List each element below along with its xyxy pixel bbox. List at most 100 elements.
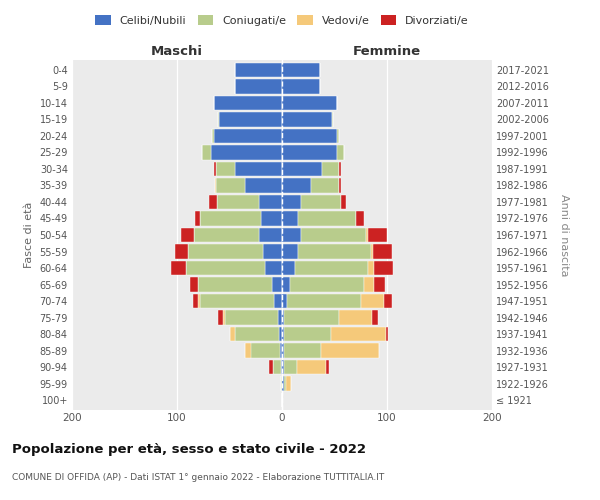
- Bar: [235, 327, 279, 342]
- Bar: [282, 244, 298, 259]
- Bar: [198, 294, 200, 308]
- Bar: [193, 294, 198, 308]
- Bar: [368, 228, 387, 242]
- Bar: [195, 211, 200, 226]
- Bar: [202, 145, 211, 160]
- Bar: [280, 344, 282, 358]
- Bar: [282, 211, 298, 226]
- Bar: [187, 261, 265, 276]
- Bar: [235, 162, 282, 176]
- Bar: [200, 211, 261, 226]
- Bar: [259, 194, 282, 209]
- Bar: [298, 244, 371, 259]
- Bar: [341, 194, 346, 209]
- Bar: [368, 261, 374, 276]
- Bar: [284, 360, 297, 374]
- Bar: [282, 376, 284, 391]
- Bar: [338, 178, 341, 192]
- Bar: [175, 244, 187, 259]
- Bar: [279, 327, 282, 342]
- Bar: [281, 360, 282, 374]
- Bar: [373, 244, 392, 259]
- Bar: [321, 344, 379, 358]
- Bar: [284, 310, 339, 325]
- Bar: [282, 128, 337, 143]
- Bar: [282, 261, 295, 276]
- Bar: [226, 310, 278, 325]
- Bar: [263, 244, 282, 259]
- Bar: [171, 261, 187, 276]
- Bar: [282, 96, 337, 110]
- Bar: [212, 128, 214, 143]
- Text: Popolazione per età, sesso e stato civile - 2022: Popolazione per età, sesso e stato civil…: [12, 442, 366, 456]
- Bar: [215, 178, 216, 192]
- Bar: [355, 211, 364, 226]
- Bar: [282, 194, 301, 209]
- Bar: [198, 278, 271, 292]
- Bar: [384, 294, 392, 308]
- Bar: [194, 228, 259, 242]
- Text: Femmine: Femmine: [353, 46, 421, 59]
- Bar: [331, 327, 386, 342]
- Bar: [218, 112, 219, 126]
- Bar: [282, 79, 320, 94]
- Bar: [245, 344, 251, 358]
- Bar: [372, 310, 377, 325]
- Bar: [290, 278, 364, 292]
- Bar: [326, 360, 329, 374]
- Bar: [282, 327, 284, 342]
- Bar: [311, 178, 338, 192]
- Bar: [282, 178, 311, 192]
- Text: COMUNE DI OFFIDA (AP) - Dati ISTAT 1° gennaio 2022 - Elaborazione TUTTITALIA.IT: COMUNE DI OFFIDA (AP) - Dati ISTAT 1° ge…: [12, 472, 384, 482]
- Bar: [282, 145, 337, 160]
- Y-axis label: Anni di nascita: Anni di nascita: [559, 194, 569, 276]
- Bar: [223, 310, 226, 325]
- Bar: [338, 310, 372, 325]
- Bar: [337, 145, 344, 160]
- Bar: [261, 211, 282, 226]
- Bar: [209, 194, 217, 209]
- Bar: [251, 344, 280, 358]
- Bar: [218, 310, 223, 325]
- Bar: [214, 162, 216, 176]
- Bar: [287, 294, 361, 308]
- Bar: [296, 360, 326, 374]
- Bar: [332, 112, 334, 126]
- Bar: [188, 244, 263, 259]
- Legend: Celibi/Nubili, Coniugati/e, Vedovi/e, Divorziati/e: Celibi/Nubili, Coniugati/e, Vedovi/e, Di…: [91, 10, 473, 30]
- Bar: [235, 62, 282, 77]
- Bar: [269, 360, 272, 374]
- Bar: [282, 344, 284, 358]
- Bar: [272, 360, 281, 374]
- Bar: [301, 194, 341, 209]
- Bar: [229, 327, 235, 342]
- Bar: [338, 162, 341, 176]
- Bar: [286, 376, 292, 391]
- Bar: [217, 194, 259, 209]
- Bar: [181, 228, 194, 242]
- Bar: [366, 228, 368, 242]
- Bar: [282, 278, 290, 292]
- Bar: [216, 178, 245, 192]
- Bar: [274, 294, 282, 308]
- Bar: [282, 228, 301, 242]
- Bar: [364, 278, 374, 292]
- Bar: [282, 162, 322, 176]
- Bar: [219, 112, 282, 126]
- Bar: [214, 96, 282, 110]
- Y-axis label: Fasce di età: Fasce di età: [24, 202, 34, 268]
- Bar: [298, 211, 355, 226]
- Bar: [281, 376, 282, 391]
- Bar: [214, 128, 282, 143]
- Bar: [386, 327, 388, 342]
- Bar: [284, 327, 331, 342]
- Bar: [295, 261, 368, 276]
- Bar: [337, 128, 339, 143]
- Bar: [265, 261, 282, 276]
- Bar: [282, 310, 284, 325]
- Bar: [271, 278, 282, 292]
- Bar: [259, 228, 282, 242]
- Text: Maschi: Maschi: [151, 46, 203, 59]
- Bar: [282, 112, 332, 126]
- Bar: [282, 62, 320, 77]
